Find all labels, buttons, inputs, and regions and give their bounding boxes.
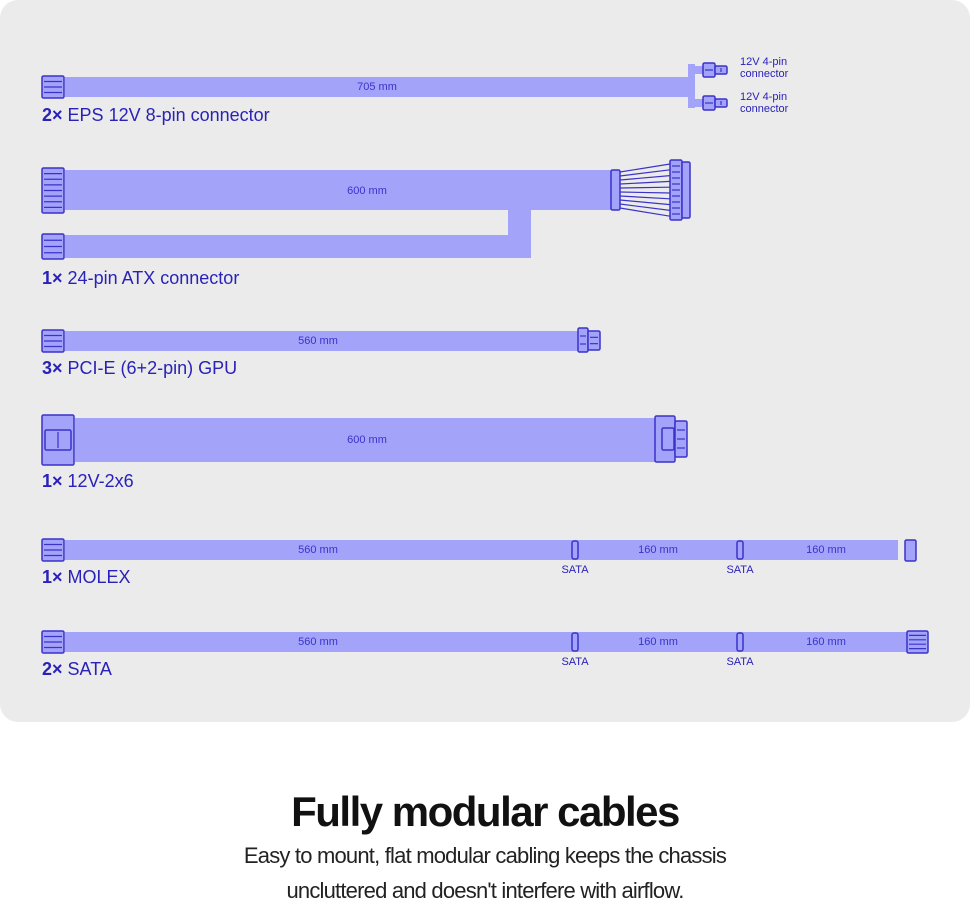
wire bbox=[619, 207, 671, 217]
footer-line: uncluttered and doesn't interfere with a… bbox=[286, 878, 683, 902]
connector bbox=[610, 169, 621, 211]
length-label: 160 mm bbox=[806, 544, 846, 556]
cable bbox=[65, 170, 613, 210]
cable-label: 1× 24-pin ATX connector bbox=[42, 268, 239, 288]
end-label: connector bbox=[740, 68, 789, 80]
length-label: 560 mm bbox=[298, 335, 338, 347]
tap bbox=[571, 632, 579, 652]
tap bbox=[736, 632, 744, 652]
length-label: 600 mm bbox=[347, 434, 387, 446]
tap-label: SATA bbox=[726, 564, 754, 576]
connector bbox=[587, 330, 601, 351]
cable-name: SATA bbox=[68, 659, 112, 679]
cable-label: 3× PCI-E (6+2-pin) GPU bbox=[42, 358, 237, 378]
cable-count: 2× bbox=[42, 105, 63, 125]
cable bbox=[693, 66, 703, 74]
cable-name: 24-pin ATX connector bbox=[68, 268, 240, 288]
cable bbox=[688, 64, 695, 108]
footer-title: Fully modular cables bbox=[291, 788, 679, 835]
wire bbox=[619, 191, 671, 194]
cable bbox=[65, 235, 531, 258]
connector bbox=[577, 327, 589, 353]
length-label: 160 mm bbox=[638, 636, 678, 648]
connector bbox=[681, 161, 691, 219]
cable-label: 2× SATA bbox=[42, 659, 112, 679]
cable bbox=[65, 331, 580, 351]
length-label: 160 mm bbox=[638, 544, 678, 556]
cable-name: MOLEX bbox=[68, 567, 131, 587]
tap-label: SATA bbox=[561, 656, 589, 668]
wire bbox=[619, 199, 671, 206]
cable-count: 1× bbox=[42, 268, 63, 288]
cable-label: 1× 12V-2x6 bbox=[42, 471, 134, 491]
tap-label: SATA bbox=[561, 564, 589, 576]
wire bbox=[619, 180, 671, 185]
cable bbox=[65, 632, 910, 652]
tap-label: SATA bbox=[726, 656, 754, 668]
wire bbox=[619, 186, 671, 189]
cable-name: 12V-2x6 bbox=[68, 471, 134, 491]
length-label: 705 mm bbox=[357, 81, 397, 93]
cable bbox=[693, 99, 703, 107]
cable-count: 2× bbox=[42, 659, 63, 679]
length-label: 560 mm bbox=[298, 544, 338, 556]
wire bbox=[619, 175, 671, 181]
cable bbox=[65, 77, 693, 97]
cable-count: 1× bbox=[42, 567, 63, 587]
footer-line: Easy to mount, flat modular cabling keep… bbox=[244, 843, 727, 868]
cable-label: 2× EPS 12V 8-pin connector bbox=[42, 105, 270, 125]
tap bbox=[571, 540, 579, 560]
cable-count: 3× bbox=[42, 358, 63, 378]
cable-label: 1× MOLEX bbox=[42, 567, 131, 587]
end-label: 12V 4-pin bbox=[740, 91, 787, 103]
end-label: connector bbox=[740, 103, 789, 115]
cable bbox=[75, 418, 657, 462]
wire bbox=[619, 195, 671, 200]
connector bbox=[661, 427, 675, 451]
wire bbox=[619, 203, 671, 211]
cable bbox=[508, 208, 531, 238]
tap bbox=[736, 540, 744, 560]
cable-name: PCI-E (6+2-pin) GPU bbox=[68, 358, 238, 378]
end-label: 12V 4-pin bbox=[740, 56, 787, 68]
connector bbox=[904, 539, 917, 562]
cable-name: EPS 12V 8-pin connector bbox=[68, 105, 270, 125]
cable-count: 1× bbox=[42, 471, 63, 491]
length-label: 600 mm bbox=[347, 185, 387, 197]
length-label: 560 mm bbox=[298, 636, 338, 648]
connector bbox=[906, 630, 929, 654]
wire bbox=[619, 169, 671, 177]
length-label: 160 mm bbox=[806, 636, 846, 648]
cable bbox=[65, 540, 898, 560]
wire bbox=[619, 163, 671, 173]
